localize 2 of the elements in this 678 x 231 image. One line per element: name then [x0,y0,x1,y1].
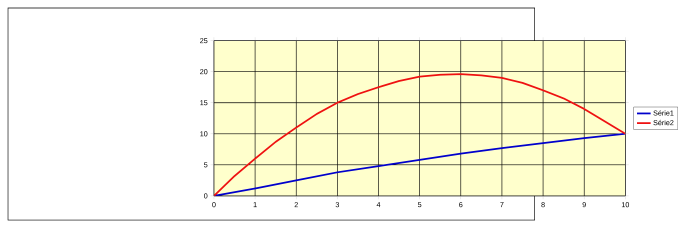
line-series [214,73,626,196]
line-series [214,132,626,196]
